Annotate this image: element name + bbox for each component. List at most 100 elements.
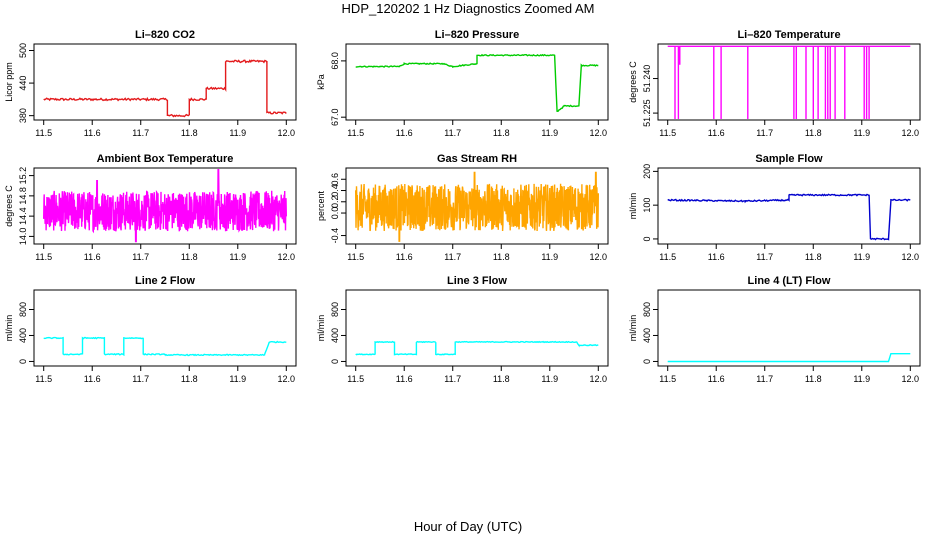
x-tick-label: 12.0 [902,374,920,384]
x-tick-label: 11.5 [659,128,676,138]
panel-title: Li–820 Pressure [435,29,519,41]
y-tick-label: 400 [330,328,340,343]
panel-8: Line 3 Flow 11.5 11.6 11.7 11.8 11.9 12.0 0 400 8… [316,275,609,384]
x-tick-label: 11.8 [493,374,510,384]
x-tick-label: 11.6 [84,128,101,138]
y-tick-label: 400 [18,328,28,343]
figure-title: HDP_120202 1 Hz Diagnostics Zoomed AM [341,1,595,16]
x-tick-label: 11.8 [805,252,822,262]
x-tick-label: 11.8 [493,252,510,262]
x-tick-label: 11.6 [84,252,101,262]
x-tick-label: 11.5 [659,252,676,262]
x-tick-label: 12.0 [902,252,920,262]
y-tick-label: 800 [642,302,652,317]
y-tick-label: 440 [18,76,28,91]
plot-frame [345,167,609,245]
y-tick-label: 800 [330,302,340,317]
y-tick-label: 67.0 [330,108,340,126]
y-axis-label: ml/min [316,315,326,342]
x-tick-label: 11.8 [805,374,822,384]
x-tick-label: 12.0 [590,128,608,138]
y-axis-label: ml/min [4,315,14,342]
x-tick-label: 11.6 [396,252,413,262]
y-axis-label: percent [316,190,326,221]
x-tick-label: 11.5 [347,128,364,138]
y-axis-label: degrees C [628,61,638,103]
x-tick-label: 12.0 [278,374,296,384]
x-tick-label: 11.5 [35,374,52,384]
y-tick-label: 15.2 [18,167,28,185]
plot-frame [33,289,297,367]
x-tick-label: 11.7 [756,128,773,138]
x-tick-label: 11.7 [132,128,149,138]
x-tick-label: 11.6 [708,128,725,138]
y-axis-label: kPa [316,74,326,90]
y-tick-label: 500 [18,43,28,58]
y-tick-label: 200 [642,164,652,179]
x-tick-label: 11.7 [444,374,461,384]
plot-frame [345,43,609,121]
panel-title: Sample Flow [755,153,823,165]
panel-title: Line 4 (LT) Flow [748,275,831,287]
panel-title: Li–820 Temperature [737,29,840,41]
panel-2: Li–820 Pressure 11.5 11.6 11.7 11.8 11.9 12.0 6… [316,29,609,138]
panel-5: Gas Stream RH 11.5 11.6 11.7 11.8 11.9 12.0 -0.… [316,153,609,262]
x-tick-label: 11.8 [181,252,198,262]
series-line [355,53,599,112]
panel-1: Li–820 CO2 11.5 11.6 11.7 11.8 11.9 12.0 380 440… [4,29,297,138]
series-line [355,171,599,242]
y-tick-label: 400 [642,328,652,343]
panel-title: Line 2 Flow [135,275,195,287]
y-tick-label: 0 [642,359,652,364]
x-tick-label: 11.8 [493,128,510,138]
y-tick-label: 0.0 [330,207,340,220]
series-line [43,169,287,243]
y-axis-label: degrees C [4,185,14,227]
y-tick-label: 0.6 [330,173,340,186]
y-tick-label: 14.8 [18,187,28,205]
y-tick-label: 380 [18,108,28,123]
x-tick-label: 12.0 [590,252,608,262]
plot-frame [657,43,921,121]
x-tick-label: 11.7 [132,252,149,262]
panel-4: Ambient Box Temperature 11.5 11.6 11.7 11.8 1… [4,153,297,262]
x-tick-label: 11.9 [229,252,246,262]
y-tick-label: 100 [642,198,652,213]
x-tick-label: 12.0 [278,128,296,138]
x-tick-label: 12.0 [590,374,608,384]
series-line [667,45,911,119]
x-tick-label: 11.8 [181,374,198,384]
plot-frame [345,289,609,367]
x-tick-label: 11.7 [444,128,461,138]
x-tick-label: 11.5 [347,374,364,384]
plot-frame [657,289,921,367]
y-axis-label: ml/min [628,315,638,342]
x-tick-label: 11.9 [853,128,870,138]
panel-7: Line 2 Flow 11.5 11.6 11.7 11.8 11.9 12.0 0 400 8… [4,275,297,384]
series-line [43,336,287,357]
x-tick-label: 11.8 [181,128,198,138]
plot-frame [657,167,921,245]
x-tick-label: 12.0 [902,128,920,138]
series-line [667,193,911,241]
x-tick-label: 11.5 [35,252,52,262]
x-tick-label: 11.6 [396,374,413,384]
x-tick-label: 11.8 [805,128,822,138]
x-tick-label: 11.9 [229,128,246,138]
panel-title: Li–820 CO2 [135,29,195,41]
panel-9: Line 4 (LT) Flow 11.5 11.6 11.7 11.8 11.9 12.0… [628,275,921,384]
x-tick-label: 11.9 [853,252,870,262]
x-tick-label: 11.6 [708,374,725,384]
x-tick-label: 11.7 [756,252,773,262]
x-tick-label: 11.5 [659,374,676,384]
x-tick-label: 11.6 [396,128,413,138]
x-tick-label: 11.7 [756,374,773,384]
y-tick-label: 0.2 [330,196,340,209]
plot-frame [33,43,297,121]
y-tick-label: 0 [642,236,652,241]
panel-title: Ambient Box Temperature [97,153,234,165]
panel-title: Line 3 Flow [447,275,507,287]
y-tick-label: 0 [330,359,340,364]
x-tick-label: 11.7 [444,252,461,262]
